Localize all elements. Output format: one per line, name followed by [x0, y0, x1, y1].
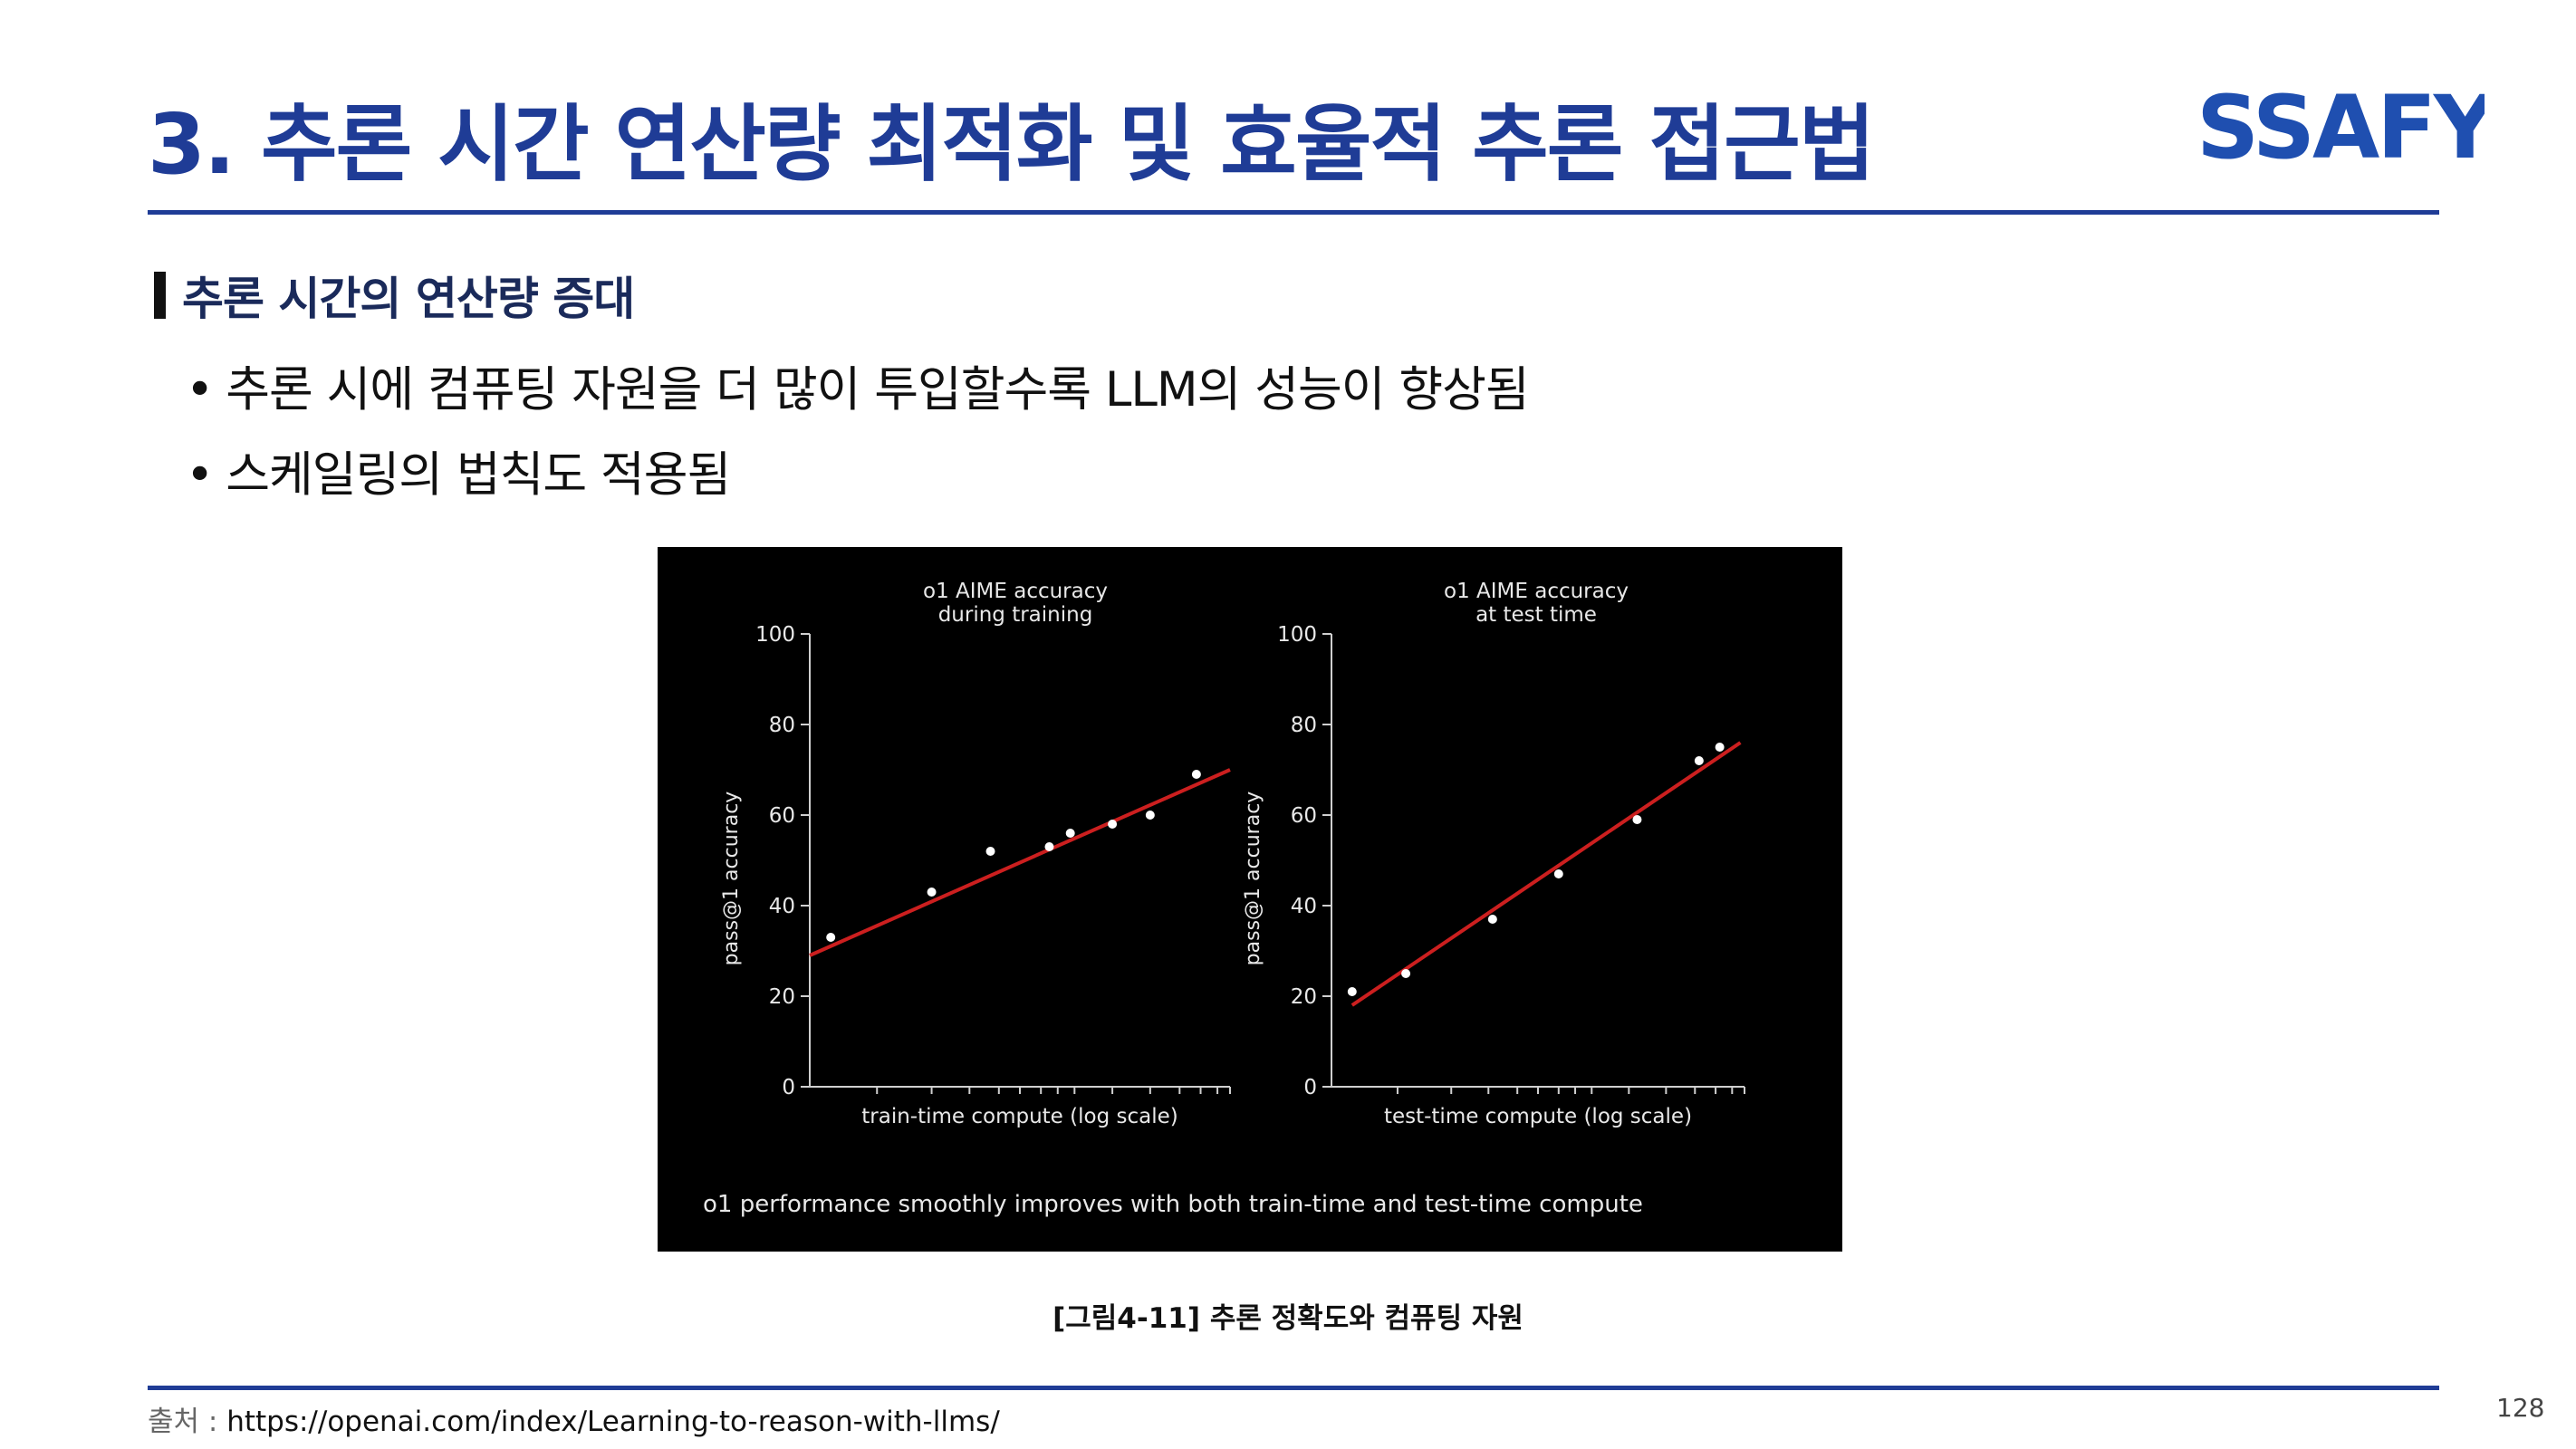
data-point [826, 933, 836, 942]
y-tick-label: 20 [769, 985, 795, 1009]
y-tick-label: 40 [1291, 895, 1317, 918]
source-line: 출처 : https://openai.com/index/Learning-t… [148, 1398, 1000, 1439]
title-divider [148, 210, 2439, 215]
page-number: 128 [2496, 1393, 2545, 1423]
source-label: 출처 : [148, 1406, 218, 1438]
chart-title-line: o1 AIME accuracy [923, 580, 1108, 603]
y-tick-label: 100 [755, 623, 795, 647]
data-point [1191, 770, 1201, 779]
y-axis-label: pass@1 accuracy [720, 792, 743, 966]
data-point [1145, 811, 1155, 820]
chart-title-line: during training [938, 603, 1093, 627]
data-point [1715, 743, 1725, 752]
x-axis-label: test-time compute (log scale) [1384, 1105, 1692, 1128]
bullet-item: • 스케일링의 법칙도 적용됨 [186, 437, 731, 505]
data-point [1044, 842, 1054, 851]
y-tick-label: 40 [769, 895, 795, 918]
section-heading-text: 추론 시간의 연산량 증대 [182, 273, 635, 325]
data-point [1347, 987, 1357, 996]
data-point [1401, 969, 1411, 978]
data-point [1108, 820, 1118, 829]
source-link[interactable]: https://openai.com/index/Learning-to-rea… [226, 1406, 1000, 1438]
figure-caption: [그림4-11] 추론 정확도와 컴퓨팅 자원 [1053, 1302, 1523, 1335]
y-tick-label: 0 [782, 1076, 795, 1099]
data-point [1632, 815, 1642, 824]
data-point [1694, 756, 1704, 765]
section-heading: 추론 시간의 연산량 증대 [154, 268, 635, 325]
svg-text:SSAFY: SSAFY [2196, 82, 2485, 172]
section-marker [154, 272, 166, 319]
figure-overall-caption: o1 performance smoothly improves with bo… [703, 1191, 1643, 1218]
bullet-dot: • [186, 447, 214, 503]
chart-title-line: at test time [1475, 603, 1597, 627]
slide-title: 3. 추론 시간 연산량 최적화 및 효율적 추론 접근법 [148, 96, 1875, 193]
ssafy-logo: SSAFY [2196, 82, 2485, 172]
bullet-dot: • [186, 362, 214, 417]
y-tick-label: 20 [1291, 985, 1317, 1009]
y-tick-label: 60 [769, 804, 795, 828]
y-tick-label: 60 [1291, 804, 1317, 828]
y-axis-label: pass@1 accuracy [1242, 792, 1264, 966]
y-tick-label: 100 [1277, 623, 1317, 647]
bullet-text: 스케일링의 법칙도 적용됨 [226, 447, 731, 503]
y-tick-label: 80 [1291, 714, 1317, 737]
footer-divider [148, 1386, 2439, 1390]
chart-title-line: o1 AIME accuracy [1444, 580, 1629, 603]
data-point [985, 847, 995, 856]
trend-line [1350, 741, 1742, 1007]
y-tick-label: 80 [769, 714, 795, 737]
data-point [927, 888, 937, 897]
x-axis-label: train-time compute (log scale) [861, 1105, 1177, 1128]
bullet-text: 추론 시에 컴퓨팅 자원을 더 많이 투입할수록 LLM의 성능이 향상됨 [226, 362, 1529, 417]
data-point [1553, 869, 1563, 878]
data-point [1065, 829, 1075, 838]
figure-panel: o1 AIME accuracy during training 0 20 40 60 80… [658, 547, 1842, 1252]
y-tick-label: 0 [1303, 1076, 1317, 1099]
trend-line [809, 768, 1231, 957]
bullet-item: • 추론 시에 컴퓨팅 자원을 더 많이 투입할수록 LLM의 성능이 향상됨 [186, 351, 1530, 420]
data-point [1487, 915, 1497, 924]
